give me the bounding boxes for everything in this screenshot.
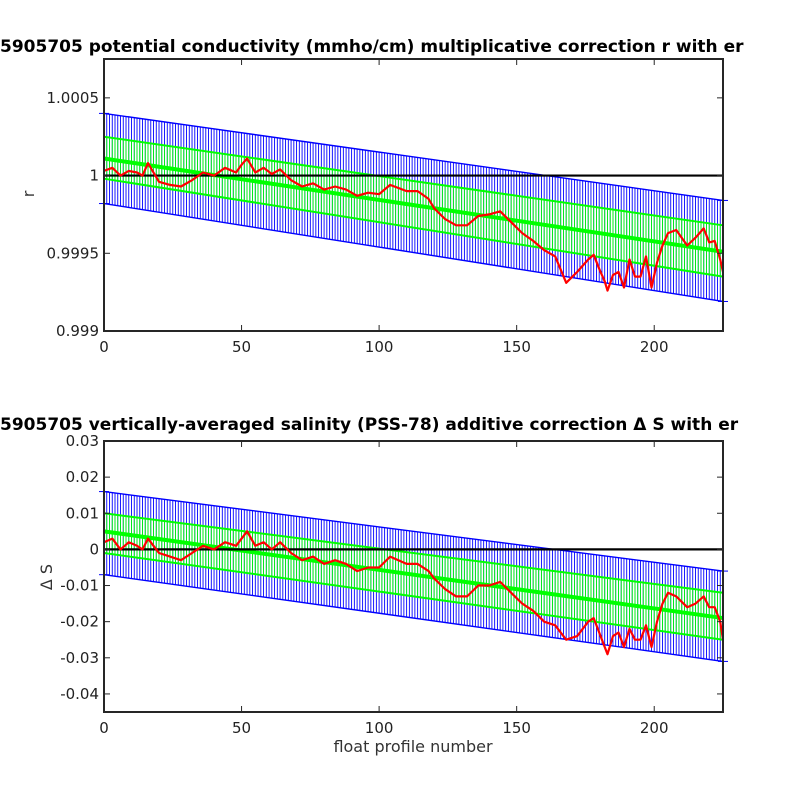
- fit-upper-line: [103, 512, 724, 594]
- chart-title: 5905705 vertically-averaged salinity (PS…: [0, 415, 739, 435]
- outer-error-lower-line: [103, 574, 724, 663]
- plot-area: [99, 112, 728, 303]
- x-tick-label: 0: [99, 719, 109, 737]
- x-tick-label: 150: [502, 719, 531, 737]
- y-tick-label: -0.04: [60, 685, 99, 703]
- fit-upper-line: [103, 135, 724, 227]
- y-tick-label: 0.01: [66, 504, 99, 522]
- y-tick-label: 0.999: [56, 322, 99, 340]
- y-tick-label: 0.03: [66, 432, 99, 450]
- measured-series-line: [103, 530, 725, 656]
- outer-error-upper-line: [103, 490, 724, 572]
- x-tick-label: 50: [232, 338, 251, 356]
- x-axis-label: float profile number: [333, 737, 493, 756]
- x-tick-label: 100: [365, 719, 394, 737]
- conductivity-correction-panel: 5905705 potential conductivity (mmho/cm)…: [0, 37, 744, 356]
- fit-central-line: [103, 156, 724, 254]
- y-tick-label: 0.02: [66, 468, 99, 486]
- error-bars-outer: [103, 113, 724, 302]
- x-tick-label: 0: [99, 338, 109, 356]
- y-axis-label: Δ S: [37, 564, 56, 590]
- y-axis-label: r: [19, 190, 38, 197]
- plot-area: [99, 490, 728, 663]
- y-axis: 0.999 0.9995 1 1.0005: [47, 89, 723, 340]
- chart-title: 5905705 potential conductivity (mmho/cm)…: [0, 37, 744, 57]
- y-tick-label: -0.01: [60, 577, 99, 595]
- fit-lower-line: [103, 552, 724, 641]
- x-tick-label: 100: [365, 338, 394, 356]
- y-tick-label: 1: [89, 167, 99, 185]
- x-tick-label: 200: [640, 338, 669, 356]
- x-axis: 0 50 100 150 200: [99, 59, 669, 356]
- outer-error-lower-line: [103, 202, 724, 303]
- axes-frame: [103, 58, 724, 332]
- y-tick-label: 0.9995: [47, 244, 100, 262]
- salinity-correction-panel: 5905705 vertically-averaged salinity (PS…: [0, 415, 739, 756]
- axes-frame: [103, 440, 724, 713]
- y-tick-label: 1.0005: [47, 89, 100, 107]
- outer-error-upper-line: [103, 112, 724, 202]
- fit-central-line: [103, 529, 724, 621]
- y-tick-label: 0: [89, 540, 99, 558]
- x-tick-label: 50: [232, 719, 251, 737]
- x-tick-label: 150: [502, 338, 531, 356]
- y-axis: -0.04 -0.03 -0.02 -0.01 0 0.01 0.02 0.03: [60, 432, 723, 703]
- x-tick-label: 200: [640, 719, 669, 737]
- y-tick-label: -0.02: [60, 613, 99, 631]
- y-tick-label: -0.03: [60, 649, 99, 667]
- measured-series-line: [103, 157, 725, 292]
- fit-lower-line: [103, 177, 724, 278]
- x-axis: 0 50 100 150 200: [99, 441, 669, 737]
